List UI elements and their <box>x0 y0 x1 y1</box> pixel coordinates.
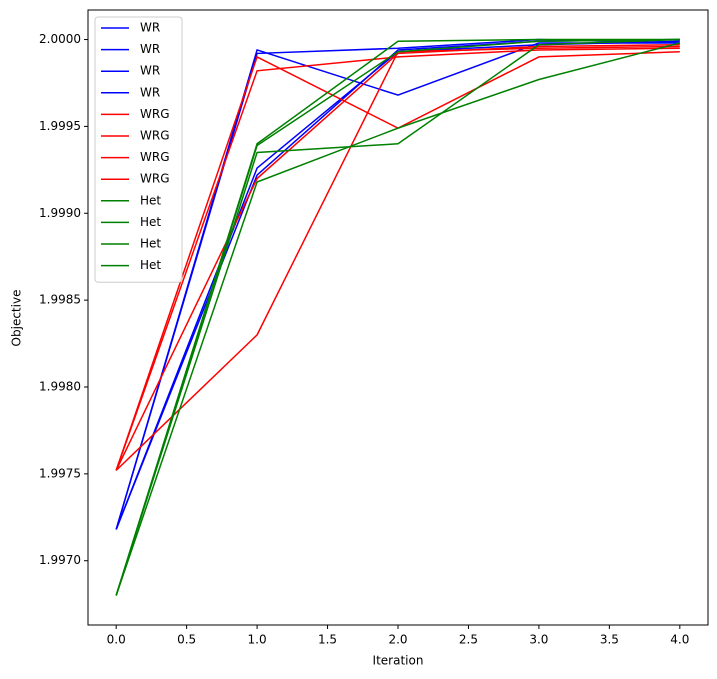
x-axis-label: Iteration <box>373 654 424 668</box>
series-line <box>115 42 681 596</box>
series-line <box>115 47 680 471</box>
x-tick-label: 2.0 <box>388 633 407 647</box>
y-tick-label: 1.9990 <box>39 206 81 220</box>
series-line <box>115 38 680 530</box>
x-tick-label: 4.0 <box>670 633 689 647</box>
series-line <box>115 38 680 596</box>
legend-label: WRG <box>140 150 170 164</box>
legend-label: WRG <box>140 129 170 143</box>
legend-label: Het <box>140 237 161 251</box>
legend-label: WR <box>140 85 160 99</box>
series-line <box>115 40 680 530</box>
series-line <box>115 50 680 471</box>
x-tick-label: 0.0 <box>107 633 126 647</box>
y-tick-label: 1.9980 <box>39 379 81 393</box>
series-line <box>115 38 680 530</box>
legend-box <box>94 16 183 283</box>
legend-label: WR <box>140 64 160 78</box>
plot-frame <box>87 9 709 626</box>
x-tick-label: 3.0 <box>529 633 548 647</box>
legend-label: WRG <box>140 107 170 121</box>
series-line <box>115 45 680 471</box>
x-tick-label: 1.0 <box>248 633 267 647</box>
series-line <box>115 38 680 596</box>
x-tick-label: 0.5 <box>177 633 196 647</box>
y-tick-label: 1.9975 <box>39 466 81 480</box>
x-tick-label: 3.5 <box>600 633 619 647</box>
legend-label: WR <box>140 21 160 35</box>
x-tick-label: 1.5 <box>318 633 337 647</box>
legend-label: Het <box>140 258 161 272</box>
series-line <box>115 42 680 530</box>
legend-label: WRG <box>140 172 170 186</box>
y-tick-label: 2.0000 <box>39 32 81 46</box>
y-tick-label: 1.9985 <box>39 293 81 307</box>
y-tick-label: 1.9970 <box>39 553 81 567</box>
legend-label: Het <box>140 193 161 207</box>
legend-label: Het <box>140 215 161 229</box>
y-axis-label: Objective <box>10 290 24 347</box>
y-tick-label: 1.9995 <box>39 119 81 133</box>
x-tick-label: 2.5 <box>459 633 478 647</box>
legend-label: WR <box>140 42 160 56</box>
legend: WR WR WR WR WRG WRG WRG WRG Het Het Het Het <box>94 16 183 283</box>
series-line <box>115 43 680 471</box>
